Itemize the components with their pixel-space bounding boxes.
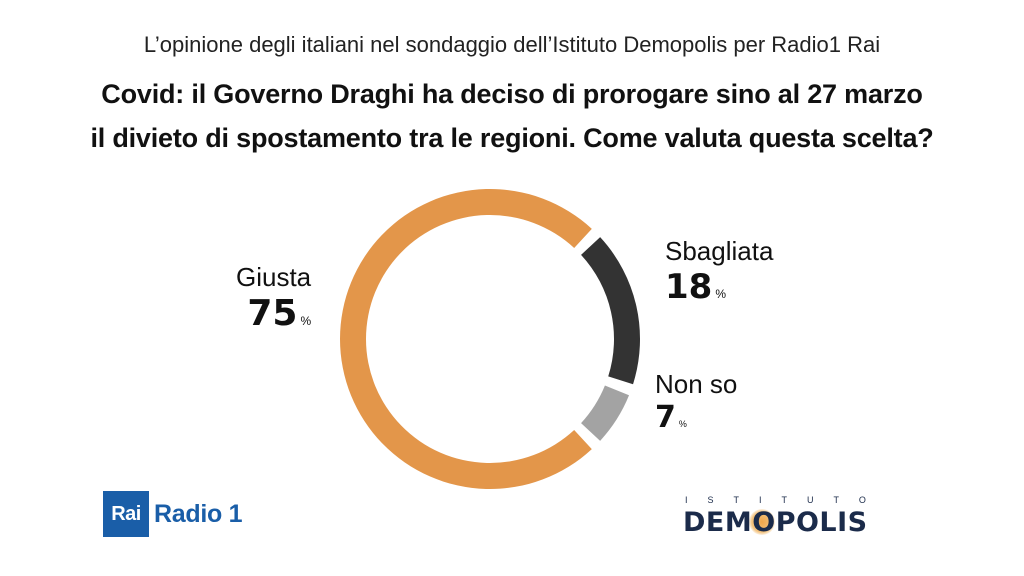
chart-title: Covid: il Governo Draghi ha deciso di pr… (0, 72, 1024, 160)
label-sbagliata-value: 18% (665, 267, 773, 307)
rai-logo-box: Rai (103, 491, 149, 537)
chart-title-line-1: Covid: il Governo Draghi ha deciso di pr… (101, 79, 923, 109)
demopolis-logo-o: O (752, 507, 776, 538)
label-non-so-value: 7% (655, 400, 737, 435)
label-giusta-value: 75% (236, 293, 311, 334)
rai-radio1-logo: Rai Radio 1 (103, 491, 243, 537)
chart-title-line-2: il divieto di spostamento tra le regioni… (90, 123, 934, 153)
label-non-so: Non so 7% (655, 369, 737, 435)
chart-subtitle: L’opinione degli italiani nel sondaggio … (143, 32, 881, 57)
radio1-logo-text: Radio 1 (154, 499, 243, 528)
donut-slice-giusta (340, 188, 592, 489)
label-giusta-unit: % (300, 314, 312, 328)
label-sbagliata-name: Sbagliata (665, 236, 774, 266)
demopolis-logo: ISTITUTO DEMOPOLIS (683, 495, 923, 538)
label-giusta-number: 75 (247, 293, 298, 334)
demopolis-logo-top: ISTITUTO (685, 495, 886, 505)
label-sbagliata-unit: % (715, 287, 726, 301)
label-sbagliata-number: 18 (665, 267, 713, 307)
demopolis-logo-main: DEMOPOLIS (683, 507, 868, 538)
donut-slice-non-so (581, 385, 630, 441)
label-giusta-name: Giusta (236, 262, 312, 292)
label-non-so-unit: % (678, 419, 687, 429)
label-non-so-name: Non so (655, 369, 738, 399)
label-sbagliata: Sbagliata 18% (665, 236, 773, 307)
label-giusta: Giusta 75% (236, 262, 311, 334)
label-non-so-number: 7 (655, 400, 676, 435)
donut-slice-sbagliata (581, 237, 640, 385)
